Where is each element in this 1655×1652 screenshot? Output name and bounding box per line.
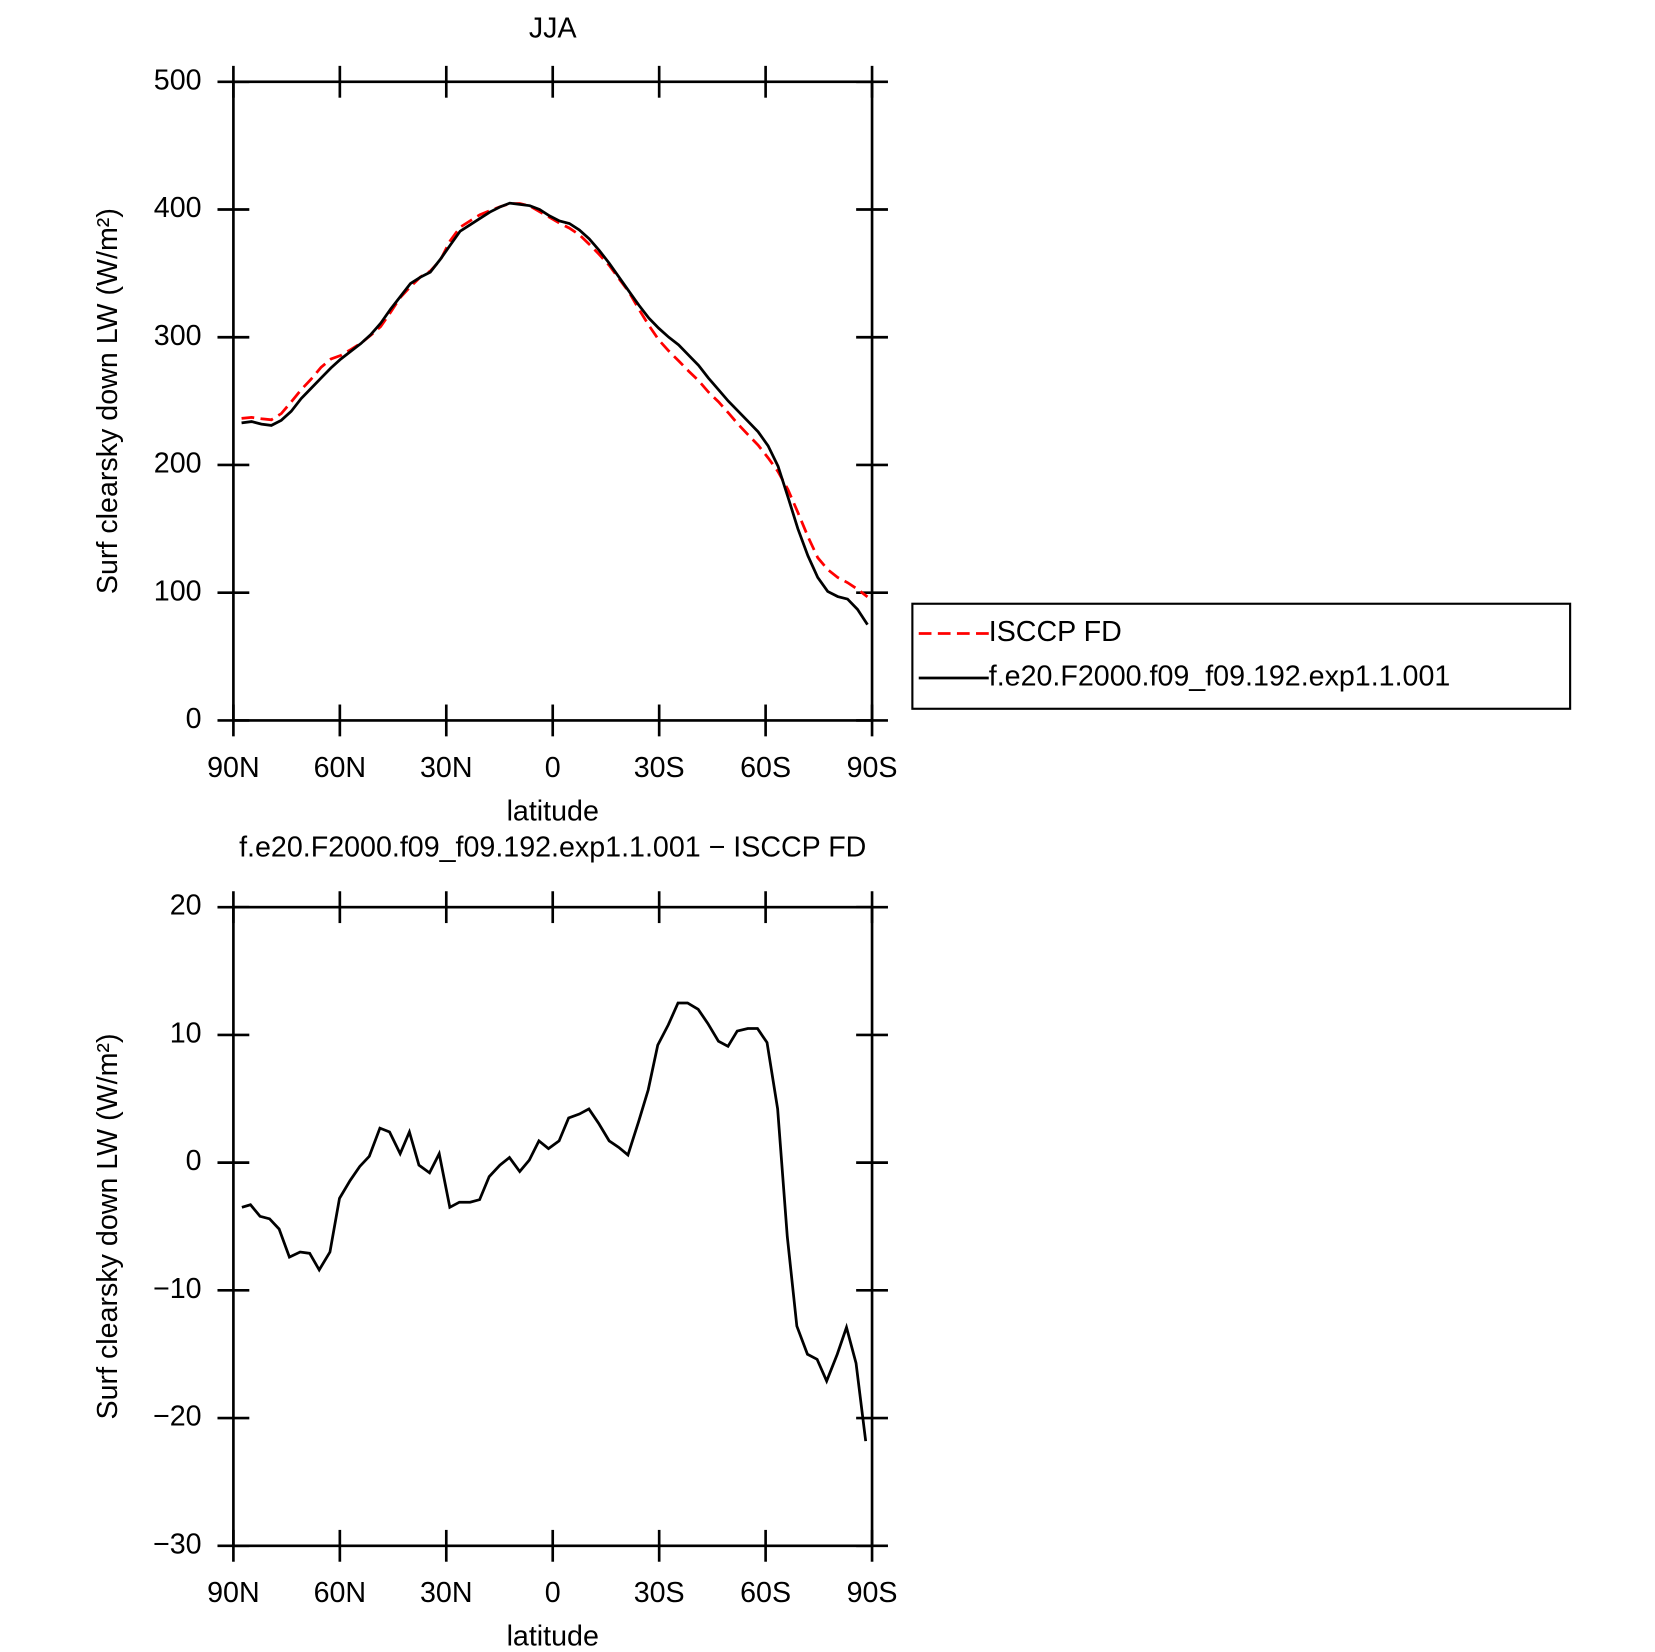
data-line: [241, 201, 869, 626]
plot-frame: [232, 905, 874, 1548]
x-tick-label: 60S: [740, 752, 791, 784]
x-axis-label: latitude: [507, 795, 599, 827]
x-tick-label: 30S: [634, 752, 685, 784]
data-line: [241, 1001, 868, 1442]
x-tick-label: 90N: [207, 1577, 260, 1609]
x-tick-label: 0: [545, 1577, 561, 1609]
x-tick-label: 30N: [420, 752, 473, 784]
legend-box: [911, 602, 1572, 710]
legend-label: f.e20.F2000.f09_f09.192.exp1.1.001: [989, 661, 1451, 693]
x-tick-label: 60N: [314, 1577, 367, 1609]
y-tick-label: −30: [153, 1528, 202, 1560]
x-tick-label: 90S: [847, 1577, 898, 1609]
y-tick-label: 200: [154, 448, 202, 480]
y-tick-label: 100: [154, 575, 202, 607]
x-tick-label: 60S: [740, 1577, 791, 1609]
x-tick-label: 0: [545, 752, 561, 784]
chart-title: f.e20.F2000.f09_f09.192.exp1.1.001 − ISC…: [239, 831, 866, 863]
y-axis-label: Surf clearsky down LW (W/m²): [92, 208, 124, 594]
y-tick-label: −20: [153, 1401, 202, 1433]
y-axis-label: Surf clearsky down LW (W/m²): [92, 1034, 124, 1420]
y-tick-label: 0: [186, 703, 202, 735]
x-tick-label: 30N: [420, 1577, 473, 1609]
y-tick-label: −10: [153, 1273, 202, 1305]
plot-frame: [232, 80, 874, 722]
chart-title: JJA: [529, 12, 578, 44]
y-tick-label: 500: [154, 64, 202, 96]
y-tick-label: 10: [170, 1017, 202, 1049]
y-tick-label: 0: [186, 1145, 202, 1177]
x-tick-label: 60N: [314, 752, 367, 784]
x-tick-label: 90S: [847, 752, 898, 784]
data-line: [241, 202, 869, 598]
x-axis-label: latitude: [507, 1621, 599, 1652]
legend-label: ISCCP FD: [989, 616, 1122, 648]
y-tick-label: 400: [154, 192, 202, 224]
x-tick-label: 90N: [207, 752, 260, 784]
x-tick-label: 30S: [634, 1577, 685, 1609]
y-tick-label: 20: [170, 890, 202, 922]
y-tick-label: 300: [154, 320, 202, 352]
